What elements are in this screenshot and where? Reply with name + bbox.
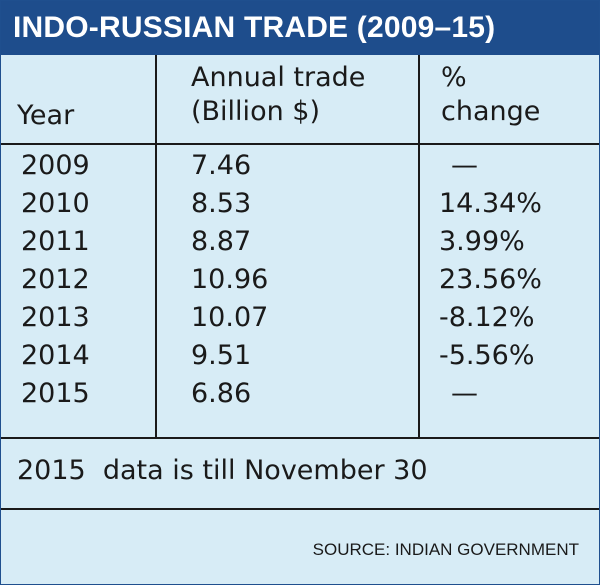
note-divider [1, 437, 599, 439]
cell-year: 2011 [21, 226, 90, 257]
table-row: 2009 7.46 — [1, 147, 599, 185]
table-row: 2014 9.51 -5.56% [1, 337, 599, 375]
cell-change: 3.99% [439, 226, 525, 257]
cell-trade: 9.51 [191, 340, 252, 371]
cell-year: 2014 [21, 340, 90, 371]
cell-change: 14.34% [439, 188, 542, 219]
header-year-label: Year [17, 100, 75, 131]
cell-change: -5.56% [439, 340, 535, 371]
source-divider [1, 508, 599, 510]
column-divider-2 [418, 55, 420, 439]
cell-year: 2013 [21, 302, 90, 333]
cell-change: — [451, 150, 478, 181]
cell-year: 2012 [21, 264, 90, 295]
header-annual-trade-line2: (Billion $) [191, 96, 320, 127]
table-row: 2012 10.96 23.56% [1, 261, 599, 299]
table-row: 2011 8.87 3.99% [1, 223, 599, 261]
cell-change: — [451, 378, 478, 409]
table-row: 2015 6.86 — [1, 375, 599, 413]
source-credit: SOURCE: INDIAN GOVERNMENT [312, 540, 579, 559]
header-year: Year [17, 99, 74, 133]
cell-change: 23.56% [439, 264, 542, 295]
table-header-row: Year Annual trade (Billion $) % change [1, 55, 599, 145]
header-percent-change-line2: change [441, 96, 541, 127]
cell-year: 2009 [21, 150, 90, 181]
cell-year: 2010 [21, 188, 90, 219]
cell-trade: 10.96 [191, 264, 269, 295]
cell-trade: 10.07 [191, 302, 269, 333]
footnote: 2015 data is till November 30 [17, 455, 428, 486]
cell-change: -8.12% [439, 302, 535, 333]
table-row: 2013 10.07 -8.12% [1, 299, 599, 337]
cell-trade: 7.46 [191, 150, 252, 181]
cell-year: 2015 [21, 378, 90, 409]
column-divider-1 [155, 55, 157, 439]
cell-trade: 8.87 [191, 226, 252, 257]
header-percent-change: % change [441, 61, 540, 129]
table-row: 2010 8.53 14.34% [1, 185, 599, 223]
cell-trade: 6.86 [191, 378, 252, 409]
header-annual-trade-line1: Annual trade [191, 62, 366, 93]
cell-trade: 8.53 [191, 188, 252, 219]
table-title: INDO-RUSSIAN TRADE (2009–15) [1, 1, 599, 55]
header-percent-change-line1: % [441, 62, 467, 93]
header-annual-trade: Annual trade (Billion $) [191, 61, 365, 129]
